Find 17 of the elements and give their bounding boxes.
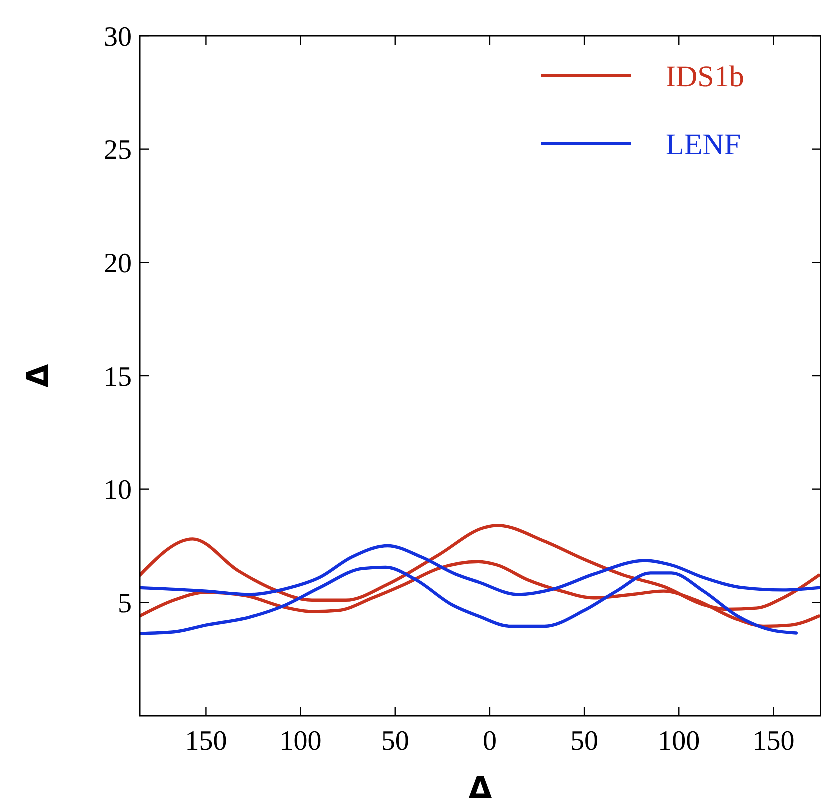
y-tick-label: 25 [104, 135, 132, 166]
x-tick-label: 100 [280, 726, 322, 757]
y-tick-label: 10 [104, 475, 132, 506]
x-axis-title: Δ [468, 771, 493, 802]
legend-label: IDS1b [666, 60, 744, 94]
x-tick-label: 150 [752, 726, 795, 757]
x-tick-label: 50 [381, 726, 410, 757]
x-tick-label: 0 [482, 726, 497, 757]
x-tick-label: 100 [658, 726, 700, 757]
legend-label: LENF [666, 128, 741, 162]
y-tick-label: 15 [104, 362, 132, 393]
y-tick-label: 5 [118, 588, 132, 620]
x-tick-label: 50 [570, 726, 599, 757]
y-tick-label: 30 [104, 22, 132, 53]
y-tick-label: 20 [104, 248, 132, 280]
y-axis-title: Δ [21, 364, 56, 388]
x-tick-label: 150 [185, 726, 228, 757]
